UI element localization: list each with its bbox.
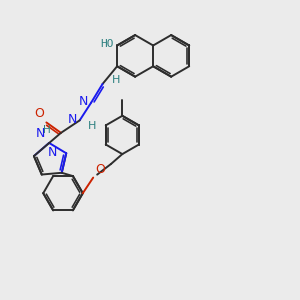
Text: N: N [67,113,77,126]
Text: O: O [34,107,44,121]
Text: O: O [95,163,105,176]
Text: N: N [79,95,88,108]
Text: N: N [36,127,45,140]
Text: H: H [88,121,96,131]
Text: H: H [112,75,120,85]
Text: HO: HO [100,40,114,50]
Text: H: H [43,125,51,135]
Text: N: N [48,146,57,159]
